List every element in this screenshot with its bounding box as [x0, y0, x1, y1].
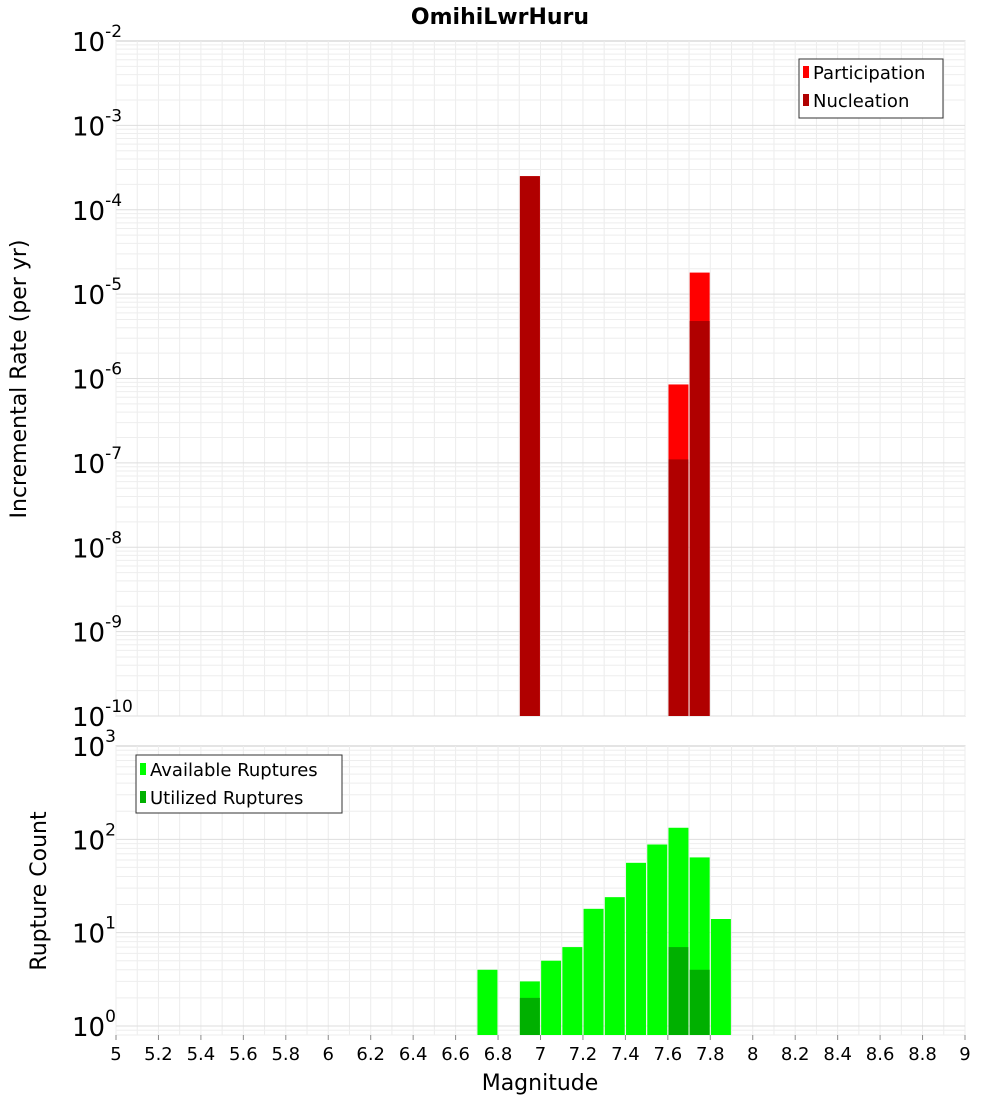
- legend-label-utilized: Utilized Ruptures: [150, 788, 303, 809]
- x-tick-label: 6: [323, 1044, 334, 1065]
- x-tick-label: 9: [959, 1044, 970, 1065]
- count-bar-available-ruptures: [477, 969, 498, 1035]
- x-tick-label: 6.4: [399, 1044, 428, 1065]
- rate-y-tick-label: 10-8: [72, 528, 122, 564]
- count-legend: Available Ruptures Utilized Ruptures: [135, 754, 343, 814]
- x-tick-label: 5.6: [229, 1044, 258, 1065]
- legend-swatch-available: [140, 763, 146, 775]
- legend-label-available: Available Ruptures: [150, 760, 318, 781]
- legend-label-nucleation: Nucleation: [813, 91, 909, 112]
- count-bar-available-ruptures: [583, 908, 604, 1035]
- count-bar-utilized-ruptures: [668, 947, 689, 1035]
- x-tick-label: 5.8: [271, 1044, 300, 1065]
- count-y-tick-label: 100: [72, 1007, 116, 1043]
- x-tick-label: 8.4: [823, 1044, 852, 1065]
- count-bar-available-ruptures: [562, 947, 583, 1035]
- count-bar-utilized-ruptures: [689, 969, 710, 1035]
- rate-y-tick-label: 10-6: [72, 360, 122, 396]
- x-tick-label: 5.4: [187, 1044, 216, 1065]
- x-tick-label: 7: [535, 1044, 546, 1065]
- rate-bar-nucleation: [519, 176, 540, 716]
- count-y-tick-label: 101: [72, 914, 116, 950]
- count-y-tick-label: 103: [72, 727, 116, 763]
- count-bar-available-ruptures: [626, 862, 646, 1035]
- legend-swatch-utilized: [140, 791, 146, 803]
- count-bar-available-ruptures: [647, 844, 668, 1035]
- rate-y-tick-label: 10-9: [72, 613, 122, 649]
- x-tick-label: 8.2: [781, 1044, 810, 1065]
- x-tick-label: 6.8: [484, 1044, 513, 1065]
- rate-y-tick-label: 10-2: [72, 22, 122, 58]
- x-tick-label: 8.6: [866, 1044, 895, 1065]
- count-bar-available-ruptures: [604, 897, 625, 1035]
- count-y-axis-label: Rupture Count: [27, 811, 52, 971]
- count-bar-available-ruptures: [541, 960, 562, 1035]
- rate-y-axis-label: Incremental Rate (per yr): [7, 240, 32, 519]
- chart-title: OmihiLwrHuru: [411, 5, 589, 30]
- x-tick-label: 7.6: [654, 1044, 683, 1065]
- count-bar-utilized-ruptures: [519, 997, 540, 1035]
- count-bar-available-ruptures: [710, 919, 731, 1035]
- x-tick-label: 5.2: [144, 1044, 173, 1065]
- x-tick-label: 8: [747, 1044, 758, 1065]
- x-tick-label: 6.6: [441, 1044, 470, 1065]
- x-axis-label: Magnitude: [482, 1071, 599, 1096]
- count-y-tick-label: 102: [72, 820, 116, 856]
- rate-y-tick-label: 10-10: [72, 697, 133, 733]
- legend-swatch-participation: [803, 66, 809, 78]
- legend-label-participation: Participation: [813, 63, 925, 84]
- x-tick-label: 7.8: [696, 1044, 725, 1065]
- rate-bar-nucleation: [668, 459, 689, 716]
- x-tick-label: 7.2: [569, 1044, 598, 1065]
- x-tick-label: 8.8: [908, 1044, 937, 1065]
- x-tick-label: 5: [110, 1044, 121, 1065]
- rate-y-tick-label: 10-7: [72, 444, 122, 480]
- rate-legend: Participation Nucleation: [798, 58, 944, 119]
- x-tick-label: 7.4: [611, 1044, 640, 1065]
- rate-bar-nucleation: [689, 321, 710, 716]
- rate-y-tick-label: 10-4: [72, 191, 122, 227]
- rate-y-tick-label: 10-3: [72, 106, 122, 142]
- rate-y-tick-label: 10-5: [72, 275, 122, 311]
- legend-swatch-nucleation: [803, 94, 809, 106]
- x-tick-label: 6.2: [356, 1044, 385, 1065]
